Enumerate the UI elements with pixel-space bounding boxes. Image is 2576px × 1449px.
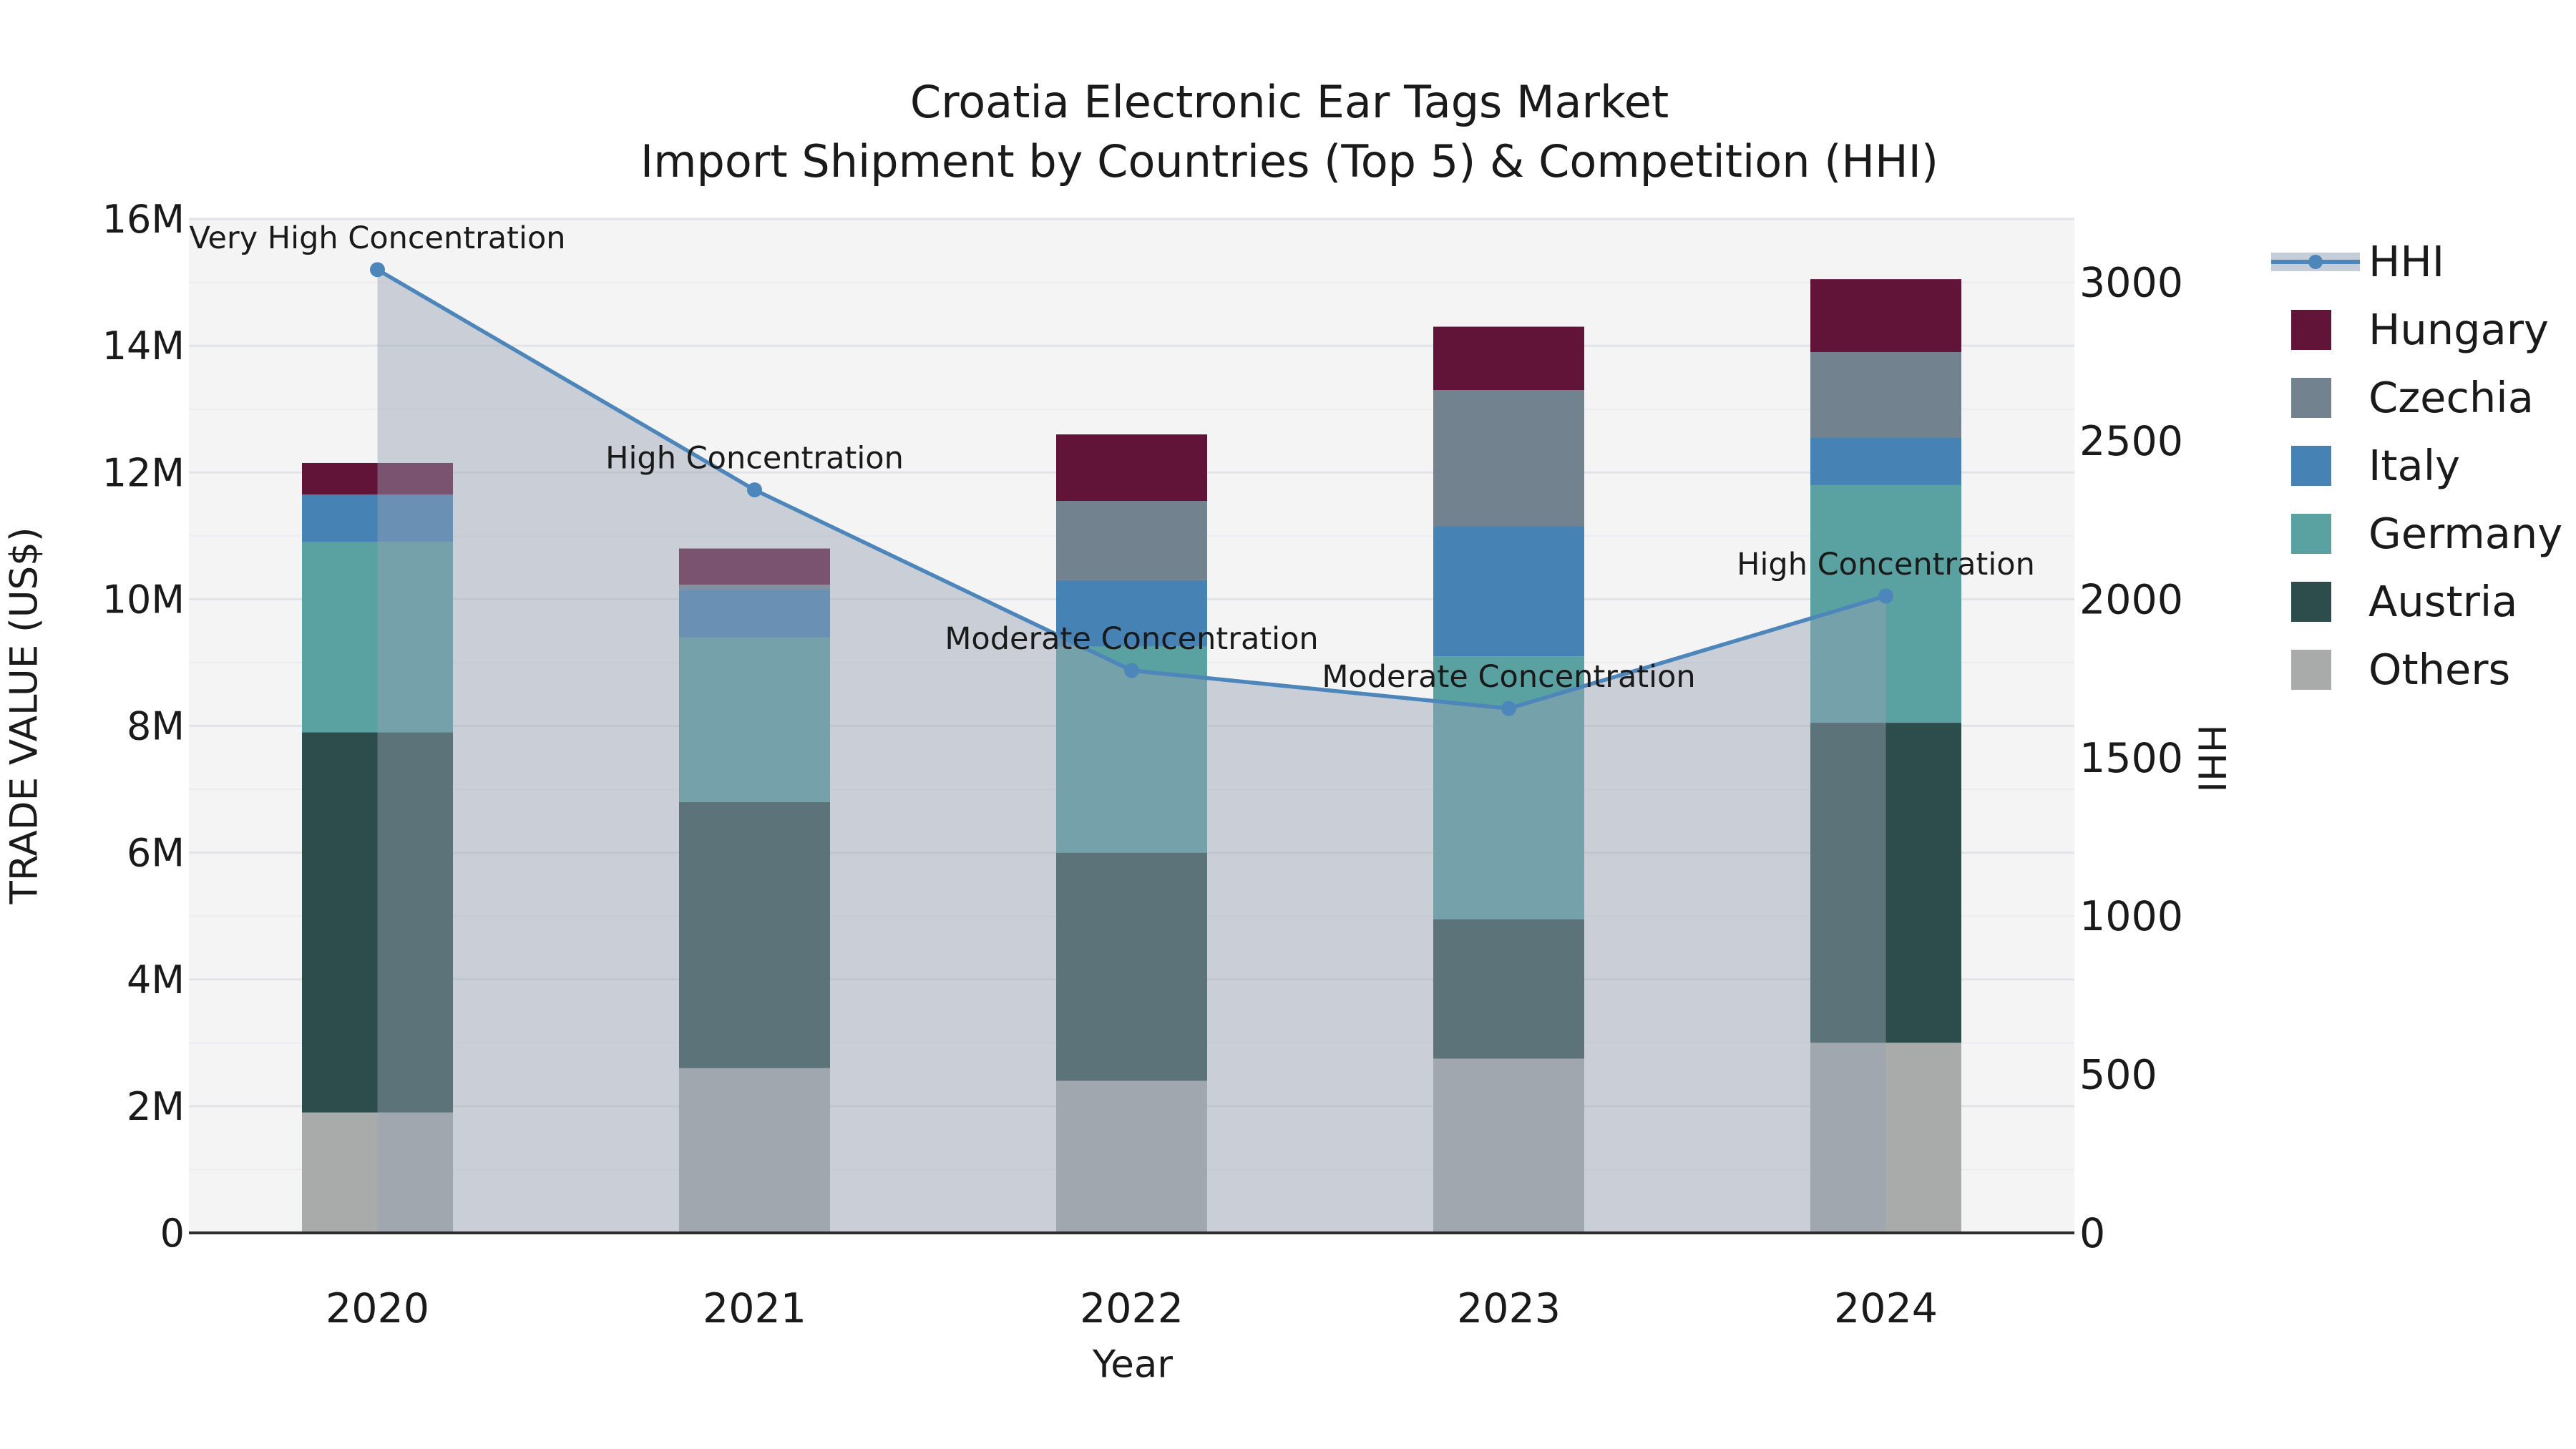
legend-item-hungary: Hungary (2267, 296, 2562, 364)
y-left-tick-label: 10M (102, 577, 185, 622)
y-left-tick-label: 16M (102, 197, 185, 242)
hhi-marker-2021 (747, 482, 762, 498)
y-left-tick-label: 4M (127, 957, 185, 1002)
x-tick-label-2022: 2022 (1080, 1285, 1184, 1332)
bar-segment-hungary-2023 (1433, 326, 1584, 391)
y-right-tick-label: 2500 (2079, 418, 2183, 465)
hungary-swatch-icon (2291, 309, 2331, 350)
bar-segment-austria-2020 (302, 732, 453, 1113)
austria-swatch-icon (2291, 581, 2331, 622)
legend-label: HHI (2368, 237, 2445, 286)
legend-item-czechia: Czechia (2267, 364, 2562, 431)
legend: HHI Hungary Czechia Italy Germany Austri… (2267, 228, 2562, 703)
bar-segment-czechia-2022 (1056, 501, 1207, 580)
bar-segment-others-2024 (1810, 1043, 1961, 1233)
bar-segment-germany-2022 (1056, 646, 1207, 853)
bar-segment-hungary-2024 (1810, 279, 1961, 352)
czechia-swatch-icon (2291, 377, 2331, 418)
y-right-tick-label: 2000 (2079, 576, 2183, 623)
x-tick-label-2024: 2024 (1834, 1285, 1938, 1332)
bar-segment-austria-2022 (1056, 852, 1207, 1081)
y-right-tick-label: 3000 (2079, 260, 2183, 307)
y-left-tick-label: 0 (160, 1211, 185, 1256)
bar-segment-italy-2021 (679, 590, 830, 638)
legend-label: Others (2368, 645, 2511, 694)
bar-segment-others-2022 (1056, 1080, 1207, 1233)
legend-item-others: Others (2267, 635, 2562, 703)
bar-segment-others-2020 (302, 1112, 453, 1233)
x-tick-label-2021: 2021 (703, 1285, 806, 1332)
hhi-area-fill (377, 269, 1886, 1234)
bar-segment-austria-2024 (1810, 723, 1961, 1043)
bar-segment-others-2021 (679, 1068, 830, 1233)
bar-segment-austria-2021 (679, 801, 830, 1068)
y-left-tick-label: 12M (102, 450, 185, 495)
y-right-tick-label: 1500 (2079, 735, 2183, 782)
bar-segment-hungary-2022 (1056, 434, 1207, 502)
bar-segment-germany-2023 (1433, 656, 1584, 919)
legend-label: Czechia (2368, 373, 2534, 422)
hhi-marker-2024 (1878, 588, 1893, 604)
x-axis-title: Year (1092, 1342, 1174, 1387)
germany-swatch-icon (2291, 513, 2331, 554)
legend-item-austria: Austria (2267, 567, 2562, 635)
bar-segment-italy-2022 (1056, 580, 1207, 647)
bar-segment-germany-2021 (679, 637, 830, 802)
y-left-tick-label: 6M (127, 831, 185, 876)
y-left-tick-label: 14M (102, 323, 185, 369)
bar-segment-italy-2023 (1433, 526, 1584, 657)
bar-segment-czechia-2023 (1433, 390, 1584, 527)
bar-segment-italy-2020 (302, 494, 453, 542)
hhi-annotation-2021: High Concentration (605, 441, 904, 477)
legend-item-hhi: HHI (2267, 228, 2562, 296)
legend-label: Hungary (2368, 305, 2549, 354)
y-right-tick-label: 500 (2079, 1052, 2157, 1099)
bar-segment-germany-2020 (302, 542, 453, 733)
hhi-line-swatch-icon (2267, 242, 2368, 282)
chart-title: Croatia Electronic Ear Tags Market (909, 76, 1669, 128)
y-left-tick-label: 2M (127, 1084, 185, 1129)
x-tick-label-2020: 2020 (326, 1285, 429, 1332)
x-tick-label-2023: 2023 (1457, 1285, 1561, 1332)
bar-segment-austria-2023 (1433, 919, 1584, 1059)
y-axis-title-right: HHI (2189, 724, 2233, 793)
y-axis-title-left: TRADE VALUE (US$) (2, 527, 47, 904)
bar-segment-others-2023 (1433, 1058, 1584, 1233)
bar-segment-czechia-2024 (1810, 351, 1961, 438)
legend-label: Germany (2368, 509, 2563, 558)
y-left-tick-label: 8M (127, 704, 185, 749)
hhi-annotation-2023: Moderate Concentration (1322, 659, 1695, 695)
hhi-marker-2022 (1124, 663, 1139, 678)
bar-segment-italy-2024 (1810, 437, 1961, 485)
others-swatch-icon (2291, 649, 2331, 690)
hhi-annotation-2024: High Concentration (1737, 547, 2035, 582)
bar-segment-hungary-2020 (302, 462, 453, 495)
chart-subtitle: Import Shipment by Countries (Top 5) & C… (640, 135, 1939, 187)
italy-swatch-icon (2291, 445, 2331, 486)
hhi-annotation-2022: Moderate Concentration (945, 621, 1318, 657)
legend-label: Austria (2368, 577, 2518, 626)
hhi-marker-2020 (370, 262, 385, 278)
y-right-tick-label: 0 (2079, 1210, 2105, 1257)
bar-segment-hungary-2021 (679, 548, 830, 585)
legend-item-germany: Germany (2267, 499, 2562, 567)
hhi-annotation-2020: Very High Concentration (189, 220, 565, 256)
y-right-tick-label: 1000 (2079, 893, 2183, 940)
hhi-marker-2023 (1501, 701, 1516, 716)
bar-segment-germany-2024 (1810, 484, 1961, 723)
legend-item-italy: Italy (2267, 431, 2562, 499)
legend-label: Italy (2368, 441, 2460, 490)
bar-segment-czechia-2021 (679, 585, 830, 590)
